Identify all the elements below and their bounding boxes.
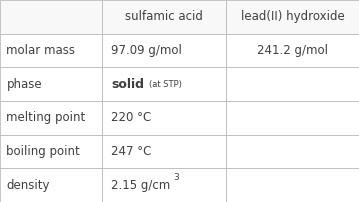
Text: boiling point: boiling point xyxy=(6,145,80,158)
Bar xyxy=(226,135,359,168)
Bar xyxy=(102,168,226,202)
Bar xyxy=(226,168,359,202)
Bar xyxy=(0,34,102,67)
Bar xyxy=(226,0,359,34)
Bar xyxy=(226,101,359,135)
Bar xyxy=(0,168,102,202)
Text: phase: phase xyxy=(6,78,42,91)
Bar xyxy=(102,101,226,135)
Bar xyxy=(226,67,359,101)
Text: sulfamic acid: sulfamic acid xyxy=(125,10,203,23)
Text: lead(II) hydroxide: lead(II) hydroxide xyxy=(241,10,344,23)
Text: 220 °C: 220 °C xyxy=(111,111,151,124)
Bar xyxy=(226,34,359,67)
Text: 247 °C: 247 °C xyxy=(111,145,151,158)
Text: 3: 3 xyxy=(173,173,179,182)
Text: 241.2 g/mol: 241.2 g/mol xyxy=(257,44,328,57)
Bar xyxy=(102,0,226,34)
Bar xyxy=(0,0,102,34)
Bar xyxy=(102,34,226,67)
Text: 2.15 g/cm: 2.15 g/cm xyxy=(111,179,171,192)
Bar xyxy=(0,101,102,135)
Bar xyxy=(102,135,226,168)
Text: molar mass: molar mass xyxy=(6,44,75,57)
Text: solid: solid xyxy=(111,78,144,91)
Bar xyxy=(0,135,102,168)
Text: 97.09 g/mol: 97.09 g/mol xyxy=(111,44,182,57)
Text: (at STP): (at STP) xyxy=(149,80,182,89)
Bar xyxy=(0,67,102,101)
Text: density: density xyxy=(6,179,50,192)
Bar xyxy=(102,67,226,101)
Text: melting point: melting point xyxy=(6,111,86,124)
